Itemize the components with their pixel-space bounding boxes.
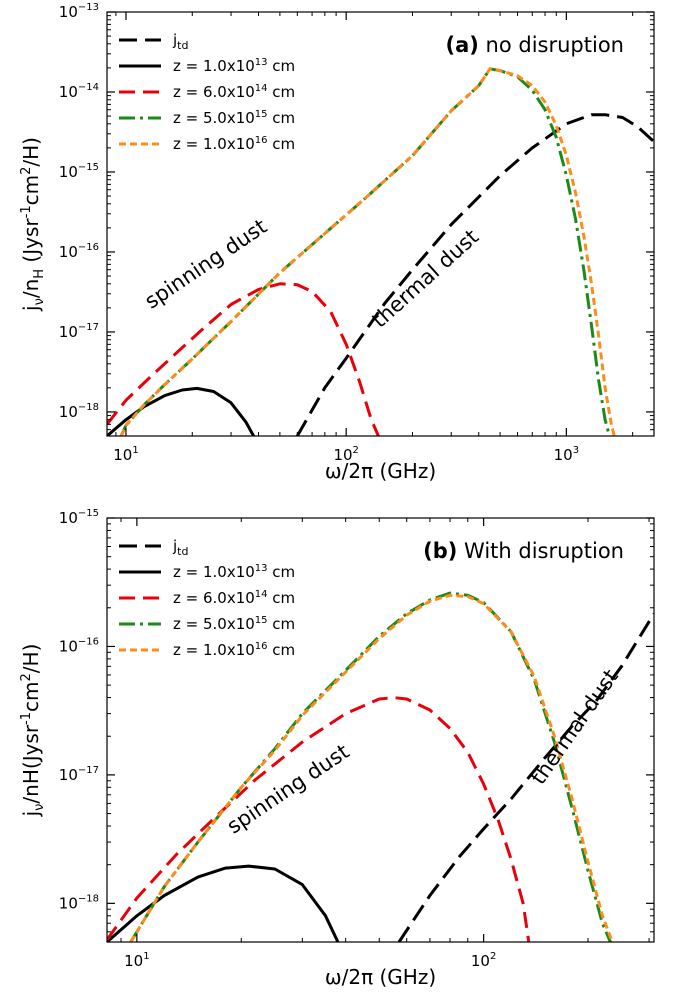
x-tick-label: 102 [333,445,358,464]
curve-annotation: thermal dust [526,665,623,789]
curve-annotation: spinning dust [140,214,271,313]
y-tick-label: 10−18 [59,893,99,912]
x-axis-label: ω/2π (GHz) [325,459,436,483]
legend: jtd z = 1.0x1013 cm z = 6.0x1014 cm z = 5.0… [119,31,295,153]
panel-title: (b) With disruption [423,539,624,563]
series-line-1 [107,864,340,942]
y-tick-label: 10−14 [59,82,99,101]
legend-entry-3: z = 5.0x1015 cm [173,109,295,127]
y-tick-label: 10−15 [59,162,99,181]
legend-entry-0: jtd [172,537,188,558]
chart-panel-a: 101 102 103 10−18 10−17 10−16 10−15 10−14 10−13 ω… [19,2,655,483]
y-tick-label: 10−18 [59,402,99,421]
plot-frame [106,11,655,437]
x-tick-label: 101 [124,951,149,970]
y-tick-label: 10−16 [59,636,99,655]
y-tick-label: 10−17 [59,765,99,784]
y-tick-label: 10−17 [59,322,99,341]
series-line-0 [295,113,654,436]
legend-entry-4: z = 1.0x1016 cm [173,641,295,659]
plot-frame [106,517,655,943]
curve-annotation: thermal dust [367,225,483,333]
series-line-2 [107,282,380,436]
legend-entry-2: z = 6.0x1014 cm [173,589,295,607]
legend-entry-1: z = 1.0x1013 cm [173,563,295,581]
legend-entry-4: z = 1.0x1016 cm [173,135,295,153]
y-tick-label: 10−15 [59,508,99,527]
y-axis-label: jν/nH(Jysr-1cm2/H) [19,644,47,818]
y-axis-label: jν/nH (Jysr-1cm2/H) [19,137,47,312]
legend-entry-1: z = 1.0x1013 cm [173,57,295,75]
y-tick-label: 10−16 [59,242,99,261]
series-line-0 [397,612,654,942]
series-line-4 [119,67,616,436]
plot-area [107,591,654,942]
series-line-4 [129,593,614,942]
x-tick-label: 103 [554,445,579,464]
curve-annotation: spinning dust [223,739,354,838]
series-line-2 [107,696,531,942]
x-tick-label: 102 [471,951,496,970]
legend-entry-2: z = 6.0x1014 cm [173,83,295,101]
legend-entry-3: z = 5.0x1015 cm [173,615,295,633]
y-tick-label: 10−13 [59,2,99,21]
x-tick-label: 101 [113,445,138,464]
legend-entry-0: jtd [172,31,188,52]
panel-title: (a) no disruption [445,33,624,57]
x-axis-label: ω/2π (GHz) [325,965,436,989]
legend: jtd z = 1.0x1013 cm z = 6.0x1014 cm z = 5.0… [119,537,295,659]
plot-area [107,67,654,436]
chart-panel-b: 101 102 10−18 10−17 10−16 10−15 ω/2π (GHz) jν/n… [19,508,655,989]
